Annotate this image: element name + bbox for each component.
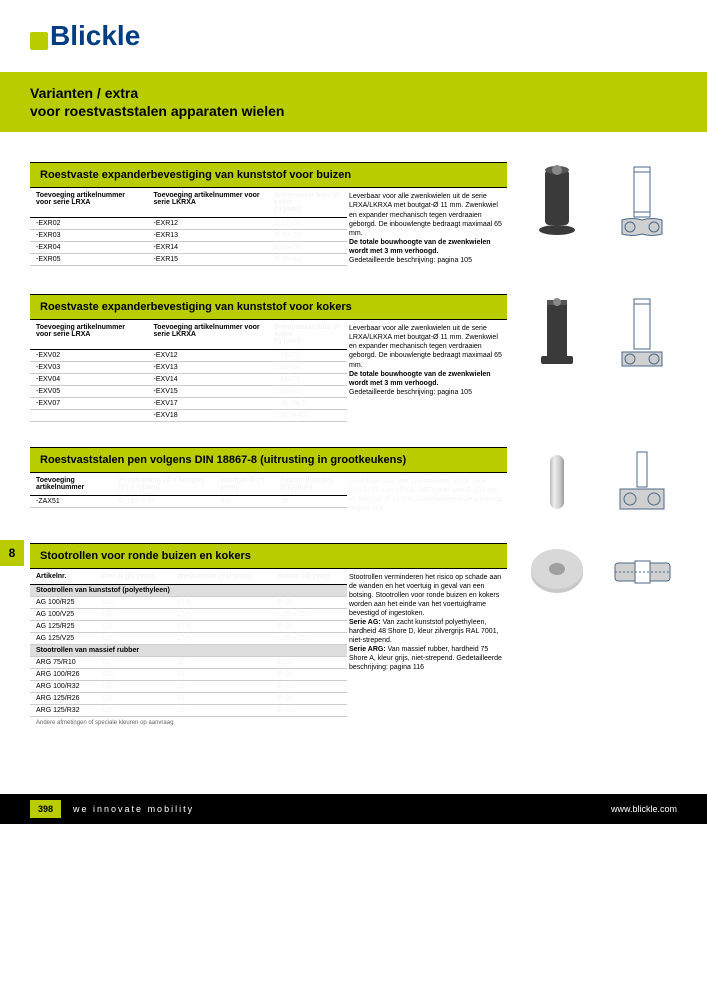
table-row: AG 125/V2512517,5□ 25 x 25 [30, 632, 347, 644]
table-row: ARG 125/R3212513Ø 32 [30, 704, 347, 716]
sec3-drawing [607, 447, 677, 517]
table-row: AG 100/V2510017,5□ 25 x 25 [30, 608, 347, 620]
sec2-drawing [607, 294, 677, 422]
logo-icon [30, 32, 48, 50]
footer: 398 we innovate mobility www.blickle.com [0, 794, 707, 824]
sec4-drawing [607, 543, 677, 729]
sec4-photo [522, 543, 592, 729]
sec4-table: Artikelnr. Wiel-Ø (D) [mm] Wielbreedte (… [30, 569, 347, 717]
th: Toevoeging artikelnummer voor serie LKRX… [148, 320, 269, 350]
table-row: -EXR03-EXR13Ø 30–33 [30, 230, 347, 242]
table-row: -ZAX51Ø 18,0 x 578,538 [30, 496, 347, 508]
header-line1: Varianten / extra [30, 85, 138, 101]
group-header: Stootrollen van kunststof (polyethyleen) [30, 584, 347, 596]
logo: Blickle [0, 0, 707, 62]
group-header: Stootrollen van massief rubber [30, 644, 347, 656]
table-row: AG 125/R2512517,5Ø 25 [30, 620, 347, 632]
sec1-photo [522, 162, 592, 269]
th: Artikelnr. [30, 569, 95, 585]
sec4-note: Andere afmetingen of speciale kleuren op… [30, 717, 347, 729]
table-row: -EXV05-EXV15□ 27–30 [30, 386, 347, 398]
section-3: Roestvaststalen pen volgens DIN 18867-8 … [30, 447, 677, 517]
sec2-table: Toevoeging artikelnummer voor serie LRXA… [30, 320, 347, 422]
sec3-photo [522, 447, 592, 517]
th: (*) [mm] [274, 206, 300, 213]
th: Toevoeging artikelnummer voor serie LRXA [30, 320, 148, 350]
sec1-drawing [607, 162, 677, 269]
table-row: ARG 100/R2610013Ø 26 [30, 668, 347, 680]
sec1-table: Toevoeging artikelnummer voor serie LRXA… [30, 188, 347, 266]
section-1: Roestvaste expanderbevestiging van kunst… [30, 162, 677, 269]
table-row: -EXV18□ 38,5–42 [30, 410, 347, 422]
page-header: Varianten / extra voor roestvaststalen ap… [0, 72, 707, 132]
sec1-desc: Leverbaar voor alle zwenkwielen uit de s… [347, 188, 507, 269]
table-row: -EXR02-EXR12Ø 27–30 [30, 218, 347, 230]
footer-page: 398 [30, 800, 61, 818]
sec3-title: Roestvaststalen pen volgens DIN 18867-8 … [30, 447, 507, 472]
table-row: AG 100/R2510017,5Ø 25 [30, 596, 347, 608]
sec1-title: Roestvaste expanderbevestiging van kunst… [30, 162, 507, 187]
sec2-desc: Leverbaar voor alle zwenkwielen uit de s… [347, 320, 507, 422]
th: Binnenmaat buis of koker [274, 192, 339, 206]
section-2: Roestvaste expanderbevestiging van kunst… [30, 294, 677, 422]
chapter-tab: 8 [0, 540, 24, 566]
table-row: -EXV02-EXV12□ 18–21 [30, 350, 347, 362]
sec3-table: Toevoeging artikelnummer Penafmeting (Ø … [30, 473, 347, 508]
sec4-desc: Stootrollen verminderen het risico op sc… [347, 569, 507, 729]
logo-text: Blickle [50, 20, 140, 51]
th: Toevoeging artikelnummer [30, 473, 113, 496]
sec2-title: Roestvaste expanderbevestiging van kunst… [30, 294, 507, 319]
th: Toevoeging artikelnummer voor serie LRXA [30, 188, 148, 218]
table-row: ARG 75/R107510Ø 10 [30, 656, 347, 668]
header-line2: voor roestvaststalen apparaten wielen [30, 103, 284, 119]
table-row: -EXV04-EXV14□ 24–27 [30, 374, 347, 386]
table-row: -EXR05-EXR15Ø 36–40 [30, 254, 347, 266]
footer-url: www.blickle.com [611, 804, 677, 814]
table-row: -EXV07-EXV17□ 35–38,5 [30, 398, 347, 410]
footer-tag: we innovate mobility [73, 804, 194, 814]
sec3-desc: Leverbaar voor alle zwenkwielen uit de s… [347, 473, 507, 517]
table-row: ARG 100/R3210013Ø 32 [30, 680, 347, 692]
sec2-photo [522, 294, 592, 422]
th: Toevoeging artikelnummer voor serie LKRX… [148, 188, 269, 218]
table-row: -EXR04-EXR14Ø 33–36 [30, 242, 347, 254]
section-4: Stootrollen voor ronde buizen en kokers … [30, 543, 677, 729]
table-row: ARG 125/R2612513Ø 26 [30, 692, 347, 704]
sec4-title: Stootrollen voor ronde buizen en kokers [30, 543, 507, 568]
table-row: -EXV03-EXV13□ 21–24 [30, 362, 347, 374]
